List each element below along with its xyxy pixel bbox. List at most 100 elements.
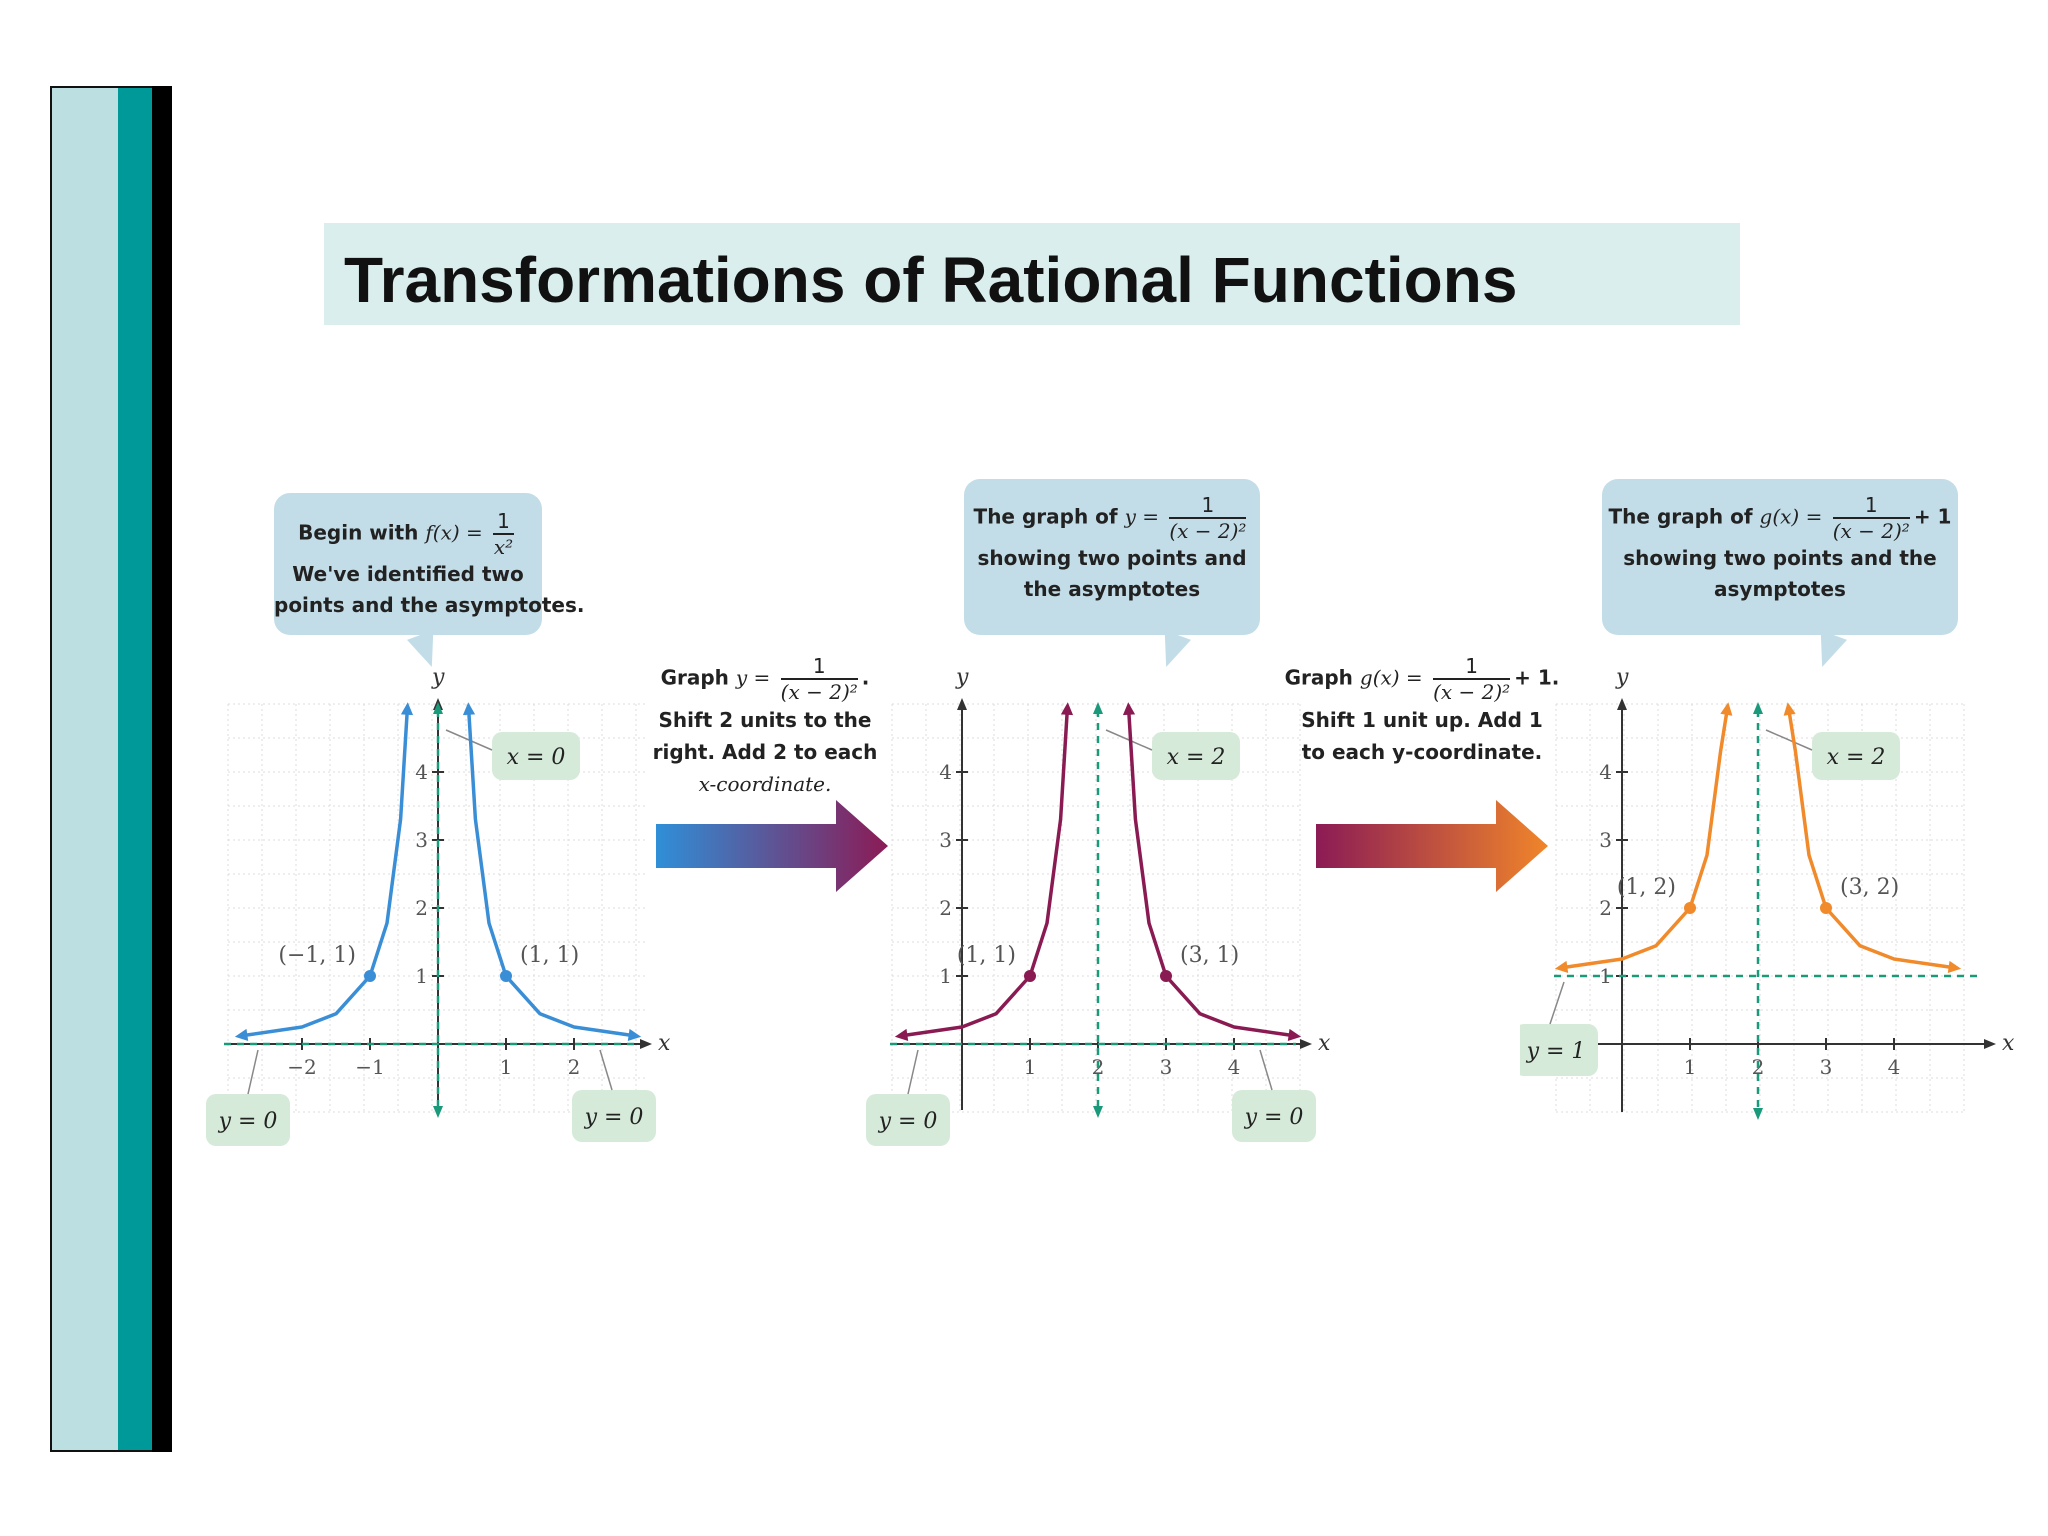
chart1-vertical-asymptote-label: x = 2 (1167, 745, 1226, 770)
step2-num: 1 (1433, 654, 1511, 680)
chart2-vertical-asymptote-arrow-top (1753, 702, 1763, 714)
chart0-y-tick-label: 4 (415, 760, 428, 784)
chart1-horizontal-asymptote-label-right: y = 0 (1244, 1105, 1304, 1130)
chart2-curve-arrow-left-top (1720, 702, 1733, 716)
chart0-horizontal-asymptote-pointer-right (599, 1049, 613, 1091)
chart2-vertical-asymptote-arrow-bottom (1753, 1108, 1763, 1120)
chart0-vertical-asymptote-arrow-top (433, 702, 443, 714)
chart2-y-tick-label: 2 (1599, 896, 1612, 920)
title-banner: Transformations of Rational Functions (324, 223, 1740, 325)
callout-left: Begin with f(x) = 1 x² We've identified t… (274, 493, 584, 635)
chart2-curve-left-branch (1560, 707, 1730, 970)
step1-num: 1 (780, 654, 858, 680)
chart2-y-axis-arrow (1617, 698, 1627, 710)
chart1-x-axis-label: x (1318, 1031, 1331, 1056)
callout-left-line1: Begin with f(x) = 1 x² (274, 509, 542, 559)
chart1-curve-arrow-left-top (1060, 702, 1074, 716)
chart0-curve-arrow-right-top (462, 702, 476, 716)
chart0-curve-arrow-right-end (627, 1028, 642, 1041)
step2-fraction: 1 (x − 2)² (1433, 654, 1511, 704)
chart2-curve-arrow-right-top (1783, 702, 1796, 716)
chart2-x-tick-label: 4 (1888, 1055, 1901, 1079)
chart1-curve-arrow-left-end (894, 1028, 909, 1041)
chart2-point-1 (1820, 902, 1832, 914)
callout-left-den: x² (493, 535, 514, 559)
chart0-point-label-1: (1, 1) (520, 943, 579, 968)
chart2-point-0 (1684, 902, 1696, 914)
chart0-curve-arrow-left-top (400, 702, 414, 716)
chart2-point-label-0: (1, 2) (1617, 875, 1676, 900)
step2-prefix: Graph (1284, 665, 1360, 690)
chart2-horizontal-asymptote-label-box (1520, 1024, 1598, 1076)
chart-shift-up: xy12341234x = 2y = 1(1, 2)(3, 2) (1520, 665, 2015, 1120)
step1-line3: right. Add 2 to each (652, 740, 878, 764)
callout-right-gx: g(x) = (1759, 504, 1829, 529)
chart2-curve-arrow-left-end (1554, 960, 1569, 973)
chart2-x-axis-arrow (1984, 1039, 1996, 1049)
chart0-x-tick-label: −1 (355, 1055, 384, 1079)
chart1-point-1 (1160, 970, 1172, 982)
callout-right-plus: + 1 (1913, 504, 1952, 529)
chart0-horizontal-asymptote-label-box-right (572, 1090, 656, 1142)
chart1-vertical-asymptote-arrow-bottom (1093, 1106, 1103, 1118)
left-accent-bar-light (50, 86, 118, 1452)
chart1-vertical-asymptote-arrow-top (1093, 702, 1103, 714)
chart2-curve-arrow-right-end (1947, 960, 1962, 973)
chart1-x-axis-arrow (1300, 1039, 1312, 1049)
step2-line3: to each y-coordinate. (1301, 740, 1543, 764)
chart1-horizontal-asymptote-label-left: y = 0 (878, 1109, 938, 1134)
callout-right-fraction: 1 (x − 2)² (1832, 493, 1910, 543)
step1-text: Graph y = 1 (x − 2)². Shift 2 units to th… (650, 654, 880, 800)
chart1-y-tick-label: 1 (939, 964, 952, 988)
callout-middle-fraction: 1 (x − 2)² (1169, 493, 1247, 543)
chart2-y-axis-label: y (1615, 665, 1629, 690)
chart-reciprocal-squared: x y −2 −1 1 2 1 2 3 4 x = 0 y = 0 y = 0 (−1, 1) (1, 1) (206, 665, 671, 1146)
chart0-vertical-asymptote-label-box (492, 732, 580, 780)
chart0-vertical-asymptote-arrow-bottom (433, 1106, 443, 1118)
step1-line2: Shift 2 units to the (658, 708, 872, 732)
callout-middle-y: y = (1124, 504, 1166, 529)
chart0-y-tick-label: 2 (415, 896, 428, 920)
step2-gx: g(x) = (1359, 665, 1430, 690)
chart1-point-label-0: (1, 1) (957, 943, 1016, 968)
chart2-vertical-asymptote-label-box (1812, 732, 1900, 780)
callout-right-line3: asymptotes (1714, 577, 1846, 601)
chart2-horizontal-asymptote-pointer (1549, 981, 1565, 1025)
chart2-y-tick-label: 3 (1599, 828, 1612, 852)
chart1-horizontal-asymptote-pointer-left (907, 1049, 919, 1095)
chart2-horizontal-asymptote-label: y = 1 (1526, 1039, 1586, 1064)
chart0-x-axis-label: x (658, 1031, 671, 1056)
callout-middle-line1: The graph of y = 1 (x − 2)² (964, 493, 1260, 543)
step2-den: (x − 2)² (1433, 680, 1511, 704)
chart1-point-0 (1024, 970, 1036, 982)
step2-suffix: + 1. (1514, 665, 1560, 690)
chart0-point-label-0: (−1, 1) (278, 943, 356, 968)
chart1-curve-left-branch (900, 708, 1070, 1038)
step2-line1: Graph g(x) = 1 (x − 2)² + 1. (1280, 654, 1564, 704)
step1-y: y = (735, 665, 777, 690)
chart1-y-axis-arrow (957, 698, 967, 710)
chart1-x-tick-label: 4 (1228, 1055, 1241, 1079)
callout-left-line2: We've identified two (292, 562, 524, 586)
chart1-y-tick-label: 2 (939, 896, 952, 920)
left-accent-bar-teal (118, 86, 152, 1452)
callout-middle-den: (x − 2)² (1169, 519, 1247, 543)
chart0-x-tick-label: −2 (287, 1055, 316, 1079)
chart0-curve-left-branch (240, 708, 410, 1038)
chart0-vertical-asymptote-label: x = 0 (507, 745, 566, 770)
chart1-y-tick-label: 3 (939, 828, 952, 852)
chart0-horizontal-asymptote-pointer-left (247, 1049, 259, 1095)
callout-right: The graph of g(x) = 1 (x − 2)² + 1 showing… (1602, 479, 1958, 635)
step1-den: (x − 2)² (780, 680, 858, 704)
left-accent-bar-black (152, 86, 172, 1452)
callout-right-num: 1 (1832, 493, 1910, 519)
step1-line4: x-coordinate. (698, 772, 832, 796)
callout-right-den: (x − 2)² (1832, 519, 1910, 543)
callout-right-prefix: The graph of (1608, 504, 1760, 529)
chart0-x-tick-label: 1 (500, 1055, 513, 1079)
step1-suffix: . (861, 665, 870, 690)
callout-middle-num: 1 (1169, 493, 1247, 519)
chart2-y-tick-label: 1 (1599, 964, 1612, 988)
chart0-y-axis-label: y (431, 665, 445, 690)
chart1-y-tick-label: 4 (939, 760, 952, 784)
